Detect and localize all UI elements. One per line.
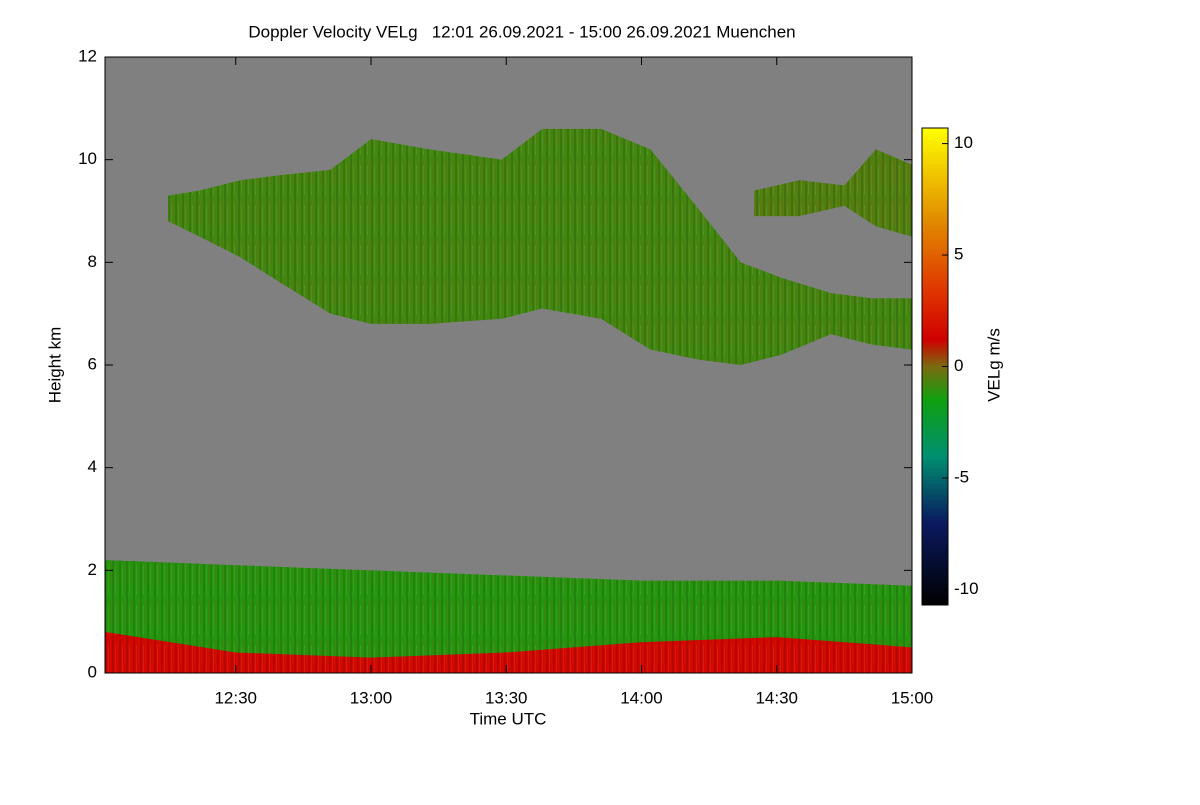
- colorbar-tick-label: 5: [954, 245, 963, 264]
- texture: [754, 149, 912, 237]
- x-axis-label: Time UTC: [470, 709, 547, 728]
- y-tick-label: 10: [78, 149, 97, 168]
- texture: [105, 631, 912, 673]
- y-tick-label: 12: [78, 46, 97, 65]
- x-tick-label: 13:30: [485, 688, 528, 707]
- y-axis-label: Height km: [45, 327, 64, 404]
- y-tick-label: 4: [88, 457, 97, 476]
- colorbar-tick-label: 10: [954, 133, 973, 152]
- x-tick-label: 13:00: [350, 688, 393, 707]
- y-tick-label: 2: [88, 560, 97, 579]
- y-tick-label: 8: [88, 252, 97, 271]
- colorbar-tick-label: -10: [954, 579, 979, 598]
- colorbar-tick-label: 0: [954, 356, 963, 375]
- x-tick-label: 14:30: [755, 688, 798, 707]
- chart-title: Doppler Velocity VELg 12:01 26.09.2021 -…: [248, 22, 795, 41]
- colorbar-tick-label: -5: [954, 467, 969, 486]
- y-tick-label: 0: [88, 662, 97, 681]
- x-tick-label: 12:30: [214, 688, 257, 707]
- x-tick-label: 14:00: [620, 688, 663, 707]
- x-tick-label: 15:00: [891, 688, 934, 707]
- colorbar-label: VELg m/s: [984, 328, 1003, 402]
- texture: [168, 128, 913, 365]
- y-tick-label: 6: [88, 354, 97, 373]
